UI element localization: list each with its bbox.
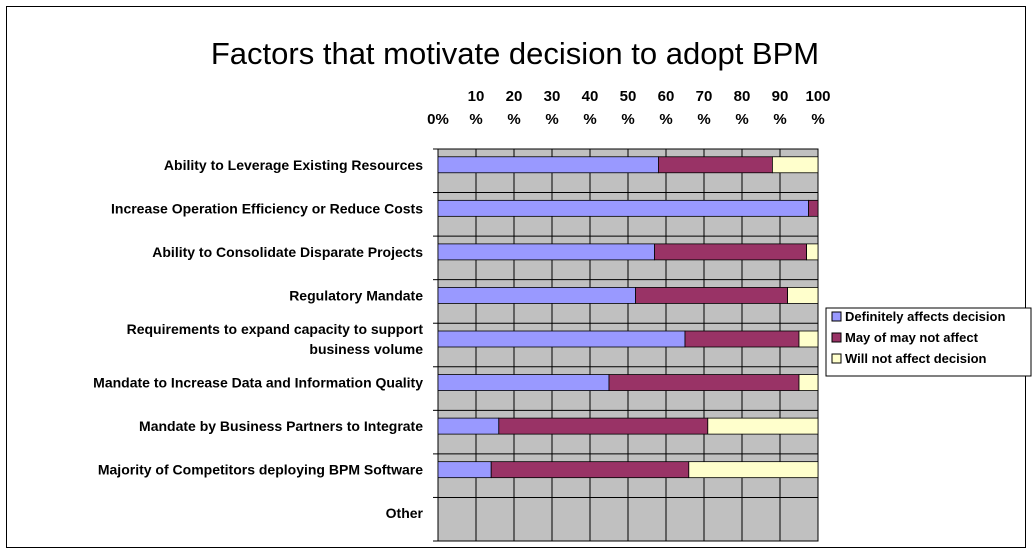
category-label: Requirements to expand capacity to suppo… [127,321,424,337]
x-tick-label: 20 [506,88,523,105]
x-tick-label: 50 [620,88,637,105]
bar-segment [684,330,800,348]
bars [437,156,819,479]
x-axis-ticks: 0% 10% 20% 30% 40% 50% 60% 70% 80% 90% 100% [427,88,830,128]
category-label: business volume [309,341,423,357]
x-tick-label-unit: % [697,111,710,128]
legend: Definitely affects decision May of may no… [825,307,1032,377]
bar-segment [772,156,819,174]
category-label: Increase Operation Efficiency or Reduce … [111,200,423,216]
bar-segment [688,461,819,479]
x-tick-label-unit: % [621,111,634,128]
bar-segment [707,417,819,435]
x-tick-label: 70 [696,88,713,105]
x-tick-label-unit: % [545,111,558,128]
x-tick-label: 10 [468,88,485,105]
x-tick-label-unit: % [773,111,786,128]
x-tick-label-unit: % [811,111,824,128]
x-tick-label: 40 [582,88,599,105]
x-tick-label-unit: % [507,111,520,128]
bar-segment [806,243,819,261]
bar-segment [654,243,807,261]
x-tick-label: 0% [427,111,449,128]
x-tick-label-unit: % [659,111,672,128]
bar-segment [808,199,819,217]
bar-segment [658,156,773,174]
category-label: Regulatory Mandate [289,287,423,303]
category-labels: Ability to Leverage Existing Resources In… [93,157,423,521]
legend-swatch [831,332,842,343]
legend-label: May of may not affect [845,330,979,345]
bar-segment [437,243,656,261]
bar-segment [608,374,800,391]
category-label: Other [386,505,424,521]
bar-segment [437,330,686,348]
bar-segment [437,417,500,435]
chart-title: Factors that motivate decision to adopt … [211,36,819,71]
x-tick-label: 60 [658,88,675,105]
bar-segment [437,156,659,174]
x-tick-label: 90 [772,88,789,105]
bar-segment [798,374,819,391]
x-tick-label-unit: % [469,111,482,128]
bar-segment [798,330,819,348]
x-tick-label-unit: % [735,111,748,128]
legend-label: Will not affect decision [845,351,987,366]
category-label: Majority of Competitors deploying BPM So… [98,462,423,478]
x-tick-label: 100 [805,88,830,105]
category-label: Ability to Consolidate Disparate Project… [152,244,423,260]
bar-segment [437,461,492,479]
category-label: Mandate to Increase Data and Information… [93,375,423,391]
bar-segment [437,374,610,391]
x-tick-label: 30 [544,88,561,105]
legend-swatch [831,311,842,322]
category-label: Ability to Leverage Existing Resources [164,157,423,173]
bar-segment [437,199,809,217]
legend-label: Definitely affects decision [845,309,1005,324]
legend-box [825,307,1032,377]
x-tick-label-unit: % [583,111,596,128]
category-label: Mandate by Business Partners to Integrat… [139,418,423,434]
bar-segment [490,461,690,479]
bar-segment [498,417,709,435]
bar-segment [437,287,637,304]
legend-swatch [831,353,842,364]
x-tick-label: 80 [734,88,751,105]
bar-segment [787,287,819,304]
bar-segment [635,287,788,304]
